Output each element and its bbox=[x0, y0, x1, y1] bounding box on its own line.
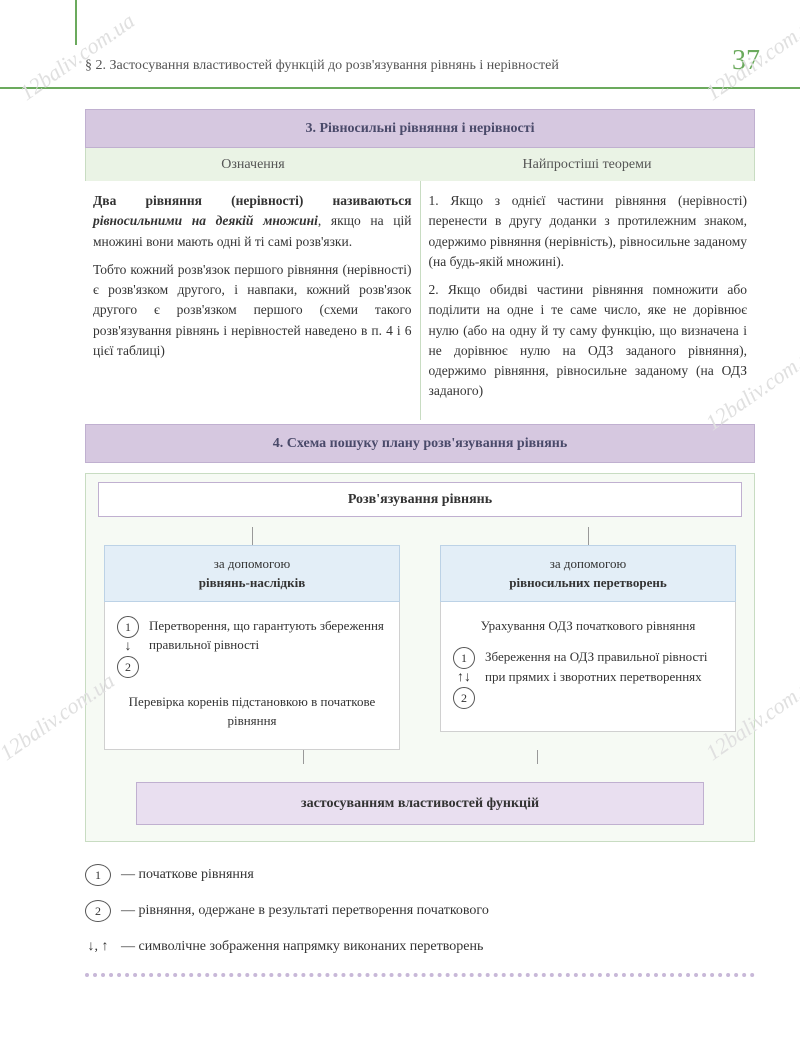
block3-col-headers: Означення Найпростіші теореми bbox=[85, 148, 755, 181]
badge-2: 2 bbox=[117, 656, 139, 678]
block3-right-p1: 1. Якщо з однієї частини рівняння (нерів… bbox=[429, 191, 748, 272]
block3-left-header: Означення bbox=[86, 148, 420, 181]
block3-left-col: Два рівняння (нерівності) називають­ся р… bbox=[85, 181, 421, 420]
left-note: Перевірка коренів підстановкою в початко… bbox=[117, 692, 387, 731]
right-prestep: Урахування ОДЗ початкового рівняння bbox=[453, 616, 723, 636]
legend-badge-2: 2 bbox=[85, 900, 111, 922]
schema-subtitle: Розв'язування рівнянь bbox=[98, 482, 742, 517]
right-method-body: Урахування ОДЗ початкового рівняння 1 ↑↓… bbox=[440, 602, 736, 733]
left-head-bold: рівнянь-наслідків bbox=[199, 575, 305, 590]
page-header: § 2. Застосування властивостей функцій д… bbox=[0, 0, 800, 89]
badge-1r: 1 bbox=[453, 647, 475, 669]
section-title: § 2. Застосування властивостей функцій д… bbox=[85, 55, 559, 76]
block3-body: Два рівняння (нерівності) називають­ся р… bbox=[85, 181, 755, 420]
page-number: 37 bbox=[732, 40, 760, 82]
legend-badge-1: 1 bbox=[85, 864, 111, 886]
def-ital: рівносильними на деякій множині bbox=[93, 213, 318, 228]
legend-arrows: ↓, ↑ bbox=[85, 936, 111, 957]
arrow-down-icon: ↓ bbox=[117, 640, 139, 654]
block4-title: 4. Схема пошуку плану розв'язування рівн… bbox=[85, 424, 755, 463]
right-head-pre: за допомогою bbox=[550, 556, 626, 571]
left-method-body: 1 ↓ 2 Перетворення, що гарантують збереж… bbox=[104, 602, 400, 750]
block3-right-p2: 2. Якщо обидві частини рівняння по­множи… bbox=[429, 280, 748, 402]
right-step1-text: Збереження на ОДЗ правильної рівності пр… bbox=[485, 647, 723, 686]
badge-2r: 2 bbox=[453, 687, 475, 709]
left-method-head: за допомогою рівнянь-наслідків bbox=[104, 545, 400, 602]
schema-left: за допомогою рівнянь-наслідків 1 ↓ 2 Пер… bbox=[104, 527, 400, 750]
schema-footer: застосуванням властивостей функцій bbox=[136, 782, 704, 825]
left-head-pre: за допомогою bbox=[214, 556, 290, 571]
legend-2-text: — рівняння, одержане в результаті перетв… bbox=[121, 900, 489, 921]
legend-1-text: — початкове рівняння bbox=[121, 864, 254, 885]
block3-right-col: 1. Якщо з однієї частини рівняння (нерів… bbox=[421, 181, 756, 420]
badge-1: 1 bbox=[117, 616, 139, 638]
left-step1-text: Перетворення, що гарантують збереження п… bbox=[149, 616, 387, 655]
block3-right-header: Найпростіші теореми bbox=[420, 148, 754, 181]
dotted-rule bbox=[85, 973, 755, 977]
legend-3-text: — символічне зображення напрямку виконан… bbox=[121, 936, 483, 957]
legend: 1 — початкове рівняння 2 — рівняння, оде… bbox=[85, 864, 755, 957]
arrow-updown-icon: ↑↓ bbox=[453, 671, 475, 685]
block3-title: 3. Рівносильні рівняння і нерівності bbox=[85, 109, 755, 148]
def-bold: Два рівняння (нерівності) називають­ся bbox=[93, 193, 412, 208]
schema-container: Розв'язування рівнянь за допомогою рівня… bbox=[85, 473, 755, 842]
right-method-head: за допомогою рівносильних перетворень bbox=[440, 545, 736, 602]
right-head-bold: рівносильних перетворень bbox=[509, 575, 666, 590]
schema-right: за допомогою рівносильних перетворень Ур… bbox=[440, 527, 736, 750]
block3-left-p2: Тобто кожний розв'язок першого рівняння … bbox=[93, 260, 412, 361]
